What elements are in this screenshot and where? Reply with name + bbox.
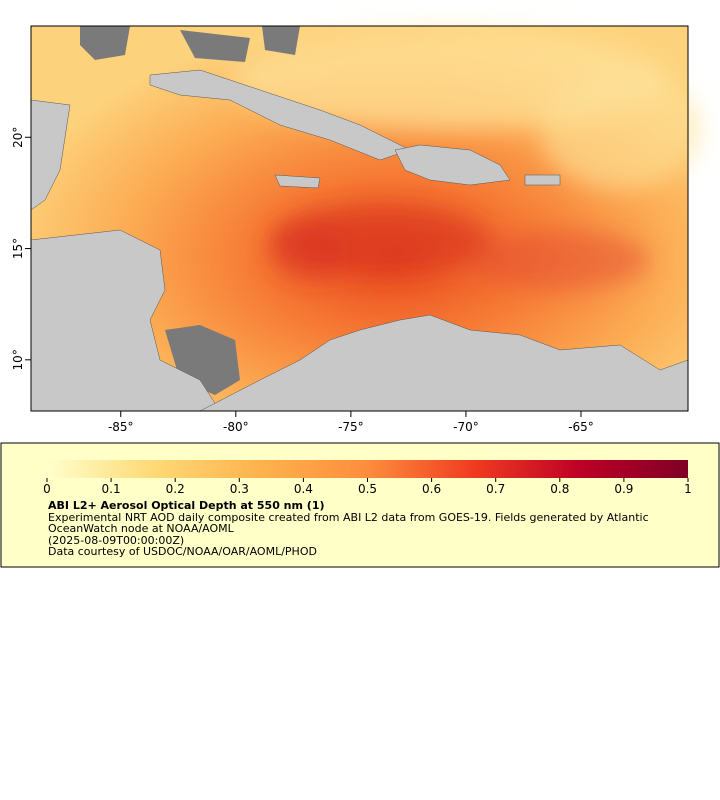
colorbar [47, 460, 688, 478]
colorbar-tick-label: 1 [684, 482, 692, 496]
map-area [30, 25, 700, 412]
axes: -85° -80° -75° -70° -65° 20° 15° 10° [11, 127, 594, 434]
caption-title: ABI L2+ Aerosol Optical Depth at 550 nm … [48, 499, 325, 512]
colorbar-tick-label: 0.4 [294, 482, 313, 496]
y-tick-label: 10° [11, 349, 25, 370]
caption-time: (2025-08-09T00:00:00Z) [48, 533, 185, 547]
colorbar-tick-label: 0.5 [358, 482, 377, 496]
colorbar-tick-label: 0 [43, 482, 51, 496]
x-tick-label: -75° [338, 420, 364, 434]
caption-description: Experimental NRT AOD daily composite cre… [48, 510, 649, 535]
map-frame [30, 25, 689, 412]
colorbar-tick-label: 0.2 [166, 482, 185, 496]
land [30, 69, 689, 412]
colorbar-ticks: 0 0.1 0.2 0.3 0.4 0.5 0.6 0.7 0.8 0.9 1 [43, 478, 692, 496]
x-tick-label: -70° [453, 420, 479, 434]
colorbar-tick-label: 0.8 [550, 482, 569, 496]
y-tick-label: 15° [11, 238, 25, 259]
caption-credit: Data courtesy of USDOC/NOAA/OAR/AOML/PHO… [48, 545, 317, 558]
x-tick-label: -65° [568, 420, 594, 434]
colorbar-tick-label: 0.3 [230, 482, 249, 496]
y-tick-label: 20° [11, 127, 25, 148]
x-tick-label: -85° [108, 420, 134, 434]
colorbar-tick-label: 0.9 [614, 482, 633, 496]
x-tick-label: -80° [223, 420, 249, 434]
aod-patches [230, 30, 700, 290]
caption: ABI L2+ Aerosol Optical Depth at 550 nm … [48, 500, 688, 558]
colorbar-tick-label: 0.1 [102, 482, 121, 496]
colorbar-tick-label: 0.6 [422, 482, 441, 496]
colorbar-tick-label: 0.7 [486, 482, 505, 496]
